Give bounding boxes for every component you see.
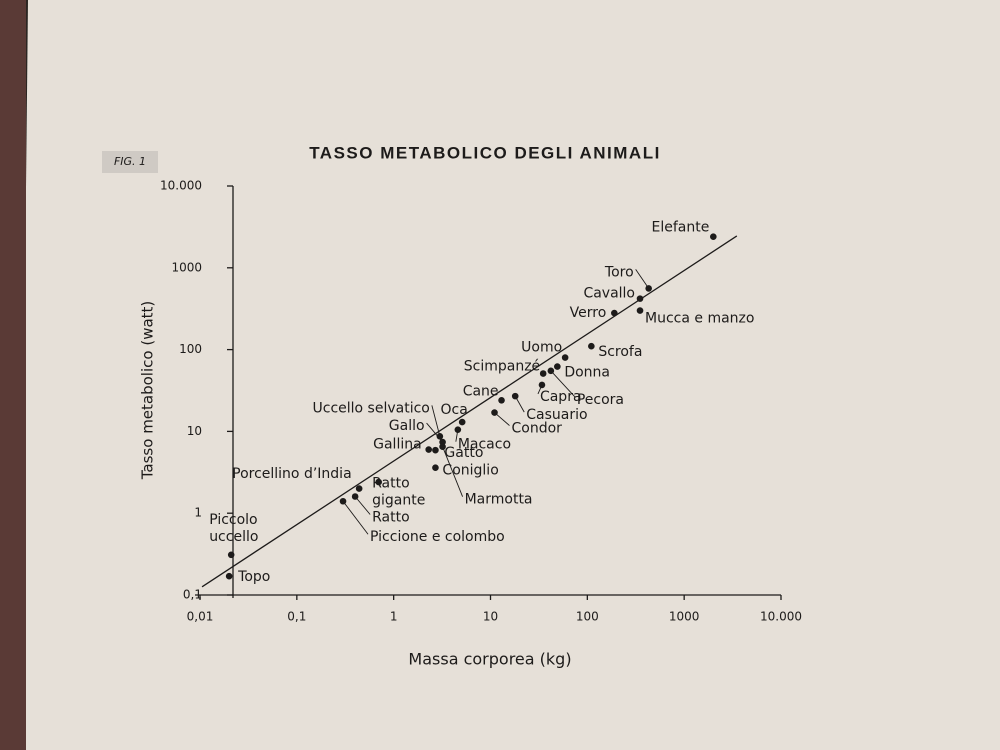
x-tick-label: 1000 <box>669 610 700 624</box>
figure-tag: FIG. 1 <box>114 155 146 168</box>
point-label: Elefante <box>651 220 709 236</box>
point <box>355 485 363 492</box>
point-label: Porcellino d’India <box>232 466 352 482</box>
point-label: Marmotta <box>465 492 533 508</box>
point-label: Macaco <box>458 437 511 453</box>
point-label: Pecora <box>577 392 624 408</box>
book-edge <box>0 0 26 750</box>
point-label: Uomo <box>521 340 562 356</box>
point <box>498 396 505 404</box>
y-axis-label: Tasso metabolico (watt) <box>139 301 157 481</box>
point <box>588 342 595 350</box>
y-tick-label: 100 <box>179 342 202 356</box>
point <box>458 418 466 426</box>
point <box>439 443 446 451</box>
y-tick-label: 0,1 <box>183 588 202 602</box>
chart-title: TASSO METABOLICO DEGLI ANIMALI <box>309 143 661 162</box>
point-label: Cavallo <box>583 286 635 302</box>
point <box>454 426 462 433</box>
x-axis-label: Massa corporea (kg) <box>408 650 571 669</box>
x-tick-label: 0,1 <box>287 610 306 624</box>
leader-line <box>354 496 371 515</box>
x-tick-label: 10.000 <box>760 610 802 624</box>
point-label: Mucca e manzo <box>645 311 754 327</box>
point-label: Gallo <box>389 418 425 434</box>
point <box>375 478 382 486</box>
point <box>636 307 644 314</box>
leader-line <box>494 412 510 426</box>
point-label: Oca <box>441 402 468 418</box>
point <box>491 409 498 416</box>
point <box>538 381 546 389</box>
point-label: Toro <box>604 264 634 280</box>
point <box>554 363 561 370</box>
x-tick-label: 1 <box>390 610 398 624</box>
y-tick-label: 10 <box>187 424 202 438</box>
leader-line <box>442 446 463 497</box>
point-label: Scimpanzé <box>464 359 540 375</box>
x-tick-label: 100 <box>576 610 599 624</box>
y-tick-label: 1000 <box>171 260 202 274</box>
point-label: Piccolo uccello <box>209 512 258 545</box>
point <box>351 493 359 500</box>
point <box>227 551 235 559</box>
point-label: Capra <box>540 389 582 405</box>
point-label: Cane <box>463 383 499 399</box>
point <box>539 370 547 377</box>
y-tick-label: 10.000 <box>160 179 202 193</box>
point <box>511 392 519 400</box>
point-label: Donna <box>564 365 610 381</box>
point <box>225 572 233 580</box>
point-label: Ratto gigante <box>372 476 425 509</box>
point <box>611 309 618 317</box>
point-label: Piccione e colombo <box>370 529 505 545</box>
x-tick-label: 10 <box>483 610 498 624</box>
point-label: Scrofa <box>598 344 642 360</box>
point-label: Topo <box>237 569 270 585</box>
point <box>710 233 717 240</box>
point <box>432 464 439 471</box>
point <box>561 354 569 361</box>
point <box>547 367 555 375</box>
point <box>436 433 444 440</box>
point-label: Verro <box>570 305 607 321</box>
point-label: Gallina <box>373 437 422 453</box>
figure-tag-box <box>102 151 158 173</box>
x-tick-label: 0,01 <box>187 610 214 624</box>
page-paper <box>20 0 1000 750</box>
leader-line <box>342 500 369 535</box>
y-tick-label: 1 <box>194 506 202 520</box>
point-label: Ratto <box>372 510 410 526</box>
point <box>339 497 347 505</box>
point-label: Condor <box>512 421 563 437</box>
point <box>425 446 432 453</box>
leader-line <box>550 370 576 398</box>
point-label: Gatto <box>444 445 483 461</box>
point <box>432 446 439 454</box>
point-label: Casuario <box>526 407 587 423</box>
point <box>636 295 644 302</box>
leader-line <box>635 269 650 289</box>
leader-line <box>426 422 443 443</box>
leader-line <box>431 405 441 437</box>
point-label: Uccello selvatico <box>313 400 430 416</box>
trend-line <box>201 235 738 588</box>
point <box>439 438 446 446</box>
point <box>645 285 652 292</box>
point-label: Coniglio <box>442 463 498 479</box>
